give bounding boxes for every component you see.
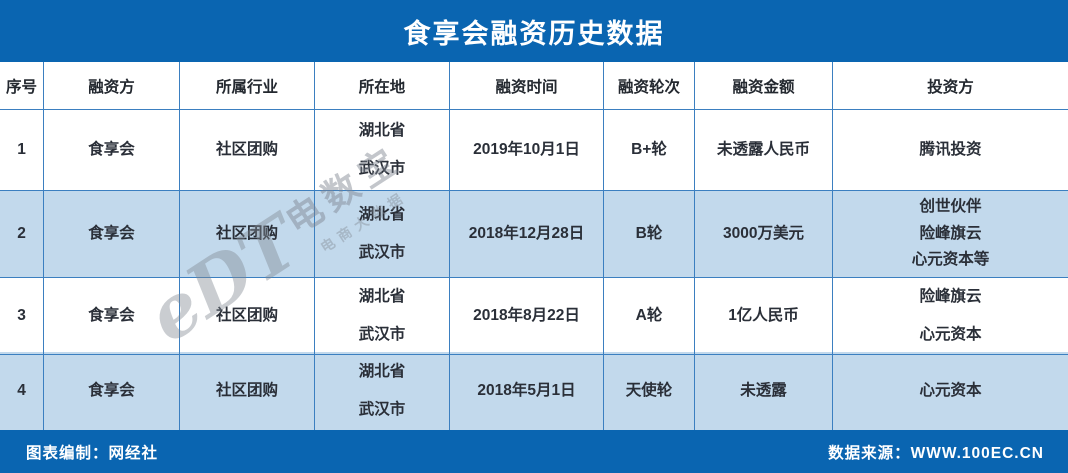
cell-company: 食享会 <box>44 352 180 430</box>
cell-company: 食享会 <box>44 278 180 355</box>
table-header-row: 序号 融资方 所属行业 所在地 融资时间 融资轮次 融资金额 投资方 <box>0 62 1068 110</box>
cell-location: 湖北省 武汉市 <box>315 278 450 355</box>
cell-location: 湖北省 武汉市 <box>315 191 450 278</box>
page-title: 食享会融资历史数据 <box>403 18 665 49</box>
footer-source: 数据来源：WWW.100EC.CN <box>828 444 1044 462</box>
column-header-location: 所在地 <box>315 62 450 110</box>
cell-company: 食享会 <box>44 110 180 191</box>
cell-investors: 心元资本 <box>919 382 982 400</box>
column-header-date: 融资时间 <box>450 62 604 110</box>
cell-industry: 社区团购 <box>180 110 315 191</box>
cell-amount: 未透露 <box>695 352 833 430</box>
cell-location: 湖北省 武汉市 <box>315 110 450 191</box>
column-header-round: 融资轮次 <box>604 62 695 110</box>
cell-amount: 1亿人民币 <box>695 278 833 355</box>
cell-index: 2 <box>0 191 44 278</box>
cell-round: B+轮 <box>604 110 695 191</box>
cell-round: A轮 <box>604 278 695 355</box>
column-header-industry: 所属行业 <box>180 62 315 110</box>
cell-investors: 腾讯投资 <box>833 110 1068 191</box>
cell-index: 4 <box>0 352 44 430</box>
financing-table: 序号 融资方 所属行业 所在地 融资时间 融资轮次 融资金额 投资方 1 食享会… <box>0 62 1068 430</box>
cell-date: 2019年10月1日 <box>450 110 604 191</box>
cell-amount: 未透露人民币 <box>695 110 833 191</box>
cell-date: 2018年5月1日 <box>450 352 604 430</box>
cell-round: 天使轮 <box>604 352 695 430</box>
column-header-index: 序号 <box>0 62 44 110</box>
column-header-company: 融资方 <box>44 62 180 110</box>
cell-investors: 创世伙伴 险峰旗云 心元资本等 <box>833 191 1068 278</box>
title-bar: 食享会融资历史数据 <box>0 0 1068 62</box>
table-row: 4 食享会 社区团购 湖北省 武汉市 2018年5月1日 天使轮 未透露 心元资… <box>0 352 1068 430</box>
cell-industry: 社区团购 <box>180 352 315 430</box>
cell-location: 湖北省 武汉市 <box>315 352 450 430</box>
cell-index: 1 <box>0 110 44 191</box>
cell-company: 食享会 <box>44 191 180 278</box>
column-header-investors: 投资方 <box>833 62 1068 110</box>
table-row: 3 食享会 社区团购 湖北省 武汉市 2018年8月22日 A轮 1亿人民币 险… <box>0 278 1068 355</box>
footer-bar: 图表编制：网经社 数据来源：WWW.100EC.CN <box>0 430 1068 473</box>
cell-amount: 3000万美元 <box>695 191 833 278</box>
cell-round: B轮 <box>604 191 695 278</box>
cell-index: 3 <box>0 278 44 355</box>
cell-date: 2018年8月22日 <box>450 278 604 355</box>
footer-credit: 图表编制：网经社 <box>26 444 159 462</box>
cell-industry: 社区团购 <box>180 278 315 355</box>
column-header-amount: 融资金额 <box>695 62 833 110</box>
table-row: 2 食享会 社区团购 湖北省 武汉市 2018年12月28日 B轮 3000万美… <box>0 191 1068 278</box>
table-row: 1 食享会 社区团购 湖北省 武汉市 2019年10月1日 B+轮 未透露人民币… <box>0 110 1068 191</box>
cell-date: 2018年12月28日 <box>450 191 604 278</box>
cell-investors: 险峰旗云 心元资本 <box>833 278 1068 355</box>
cell-industry: 社区团购 <box>180 191 315 278</box>
